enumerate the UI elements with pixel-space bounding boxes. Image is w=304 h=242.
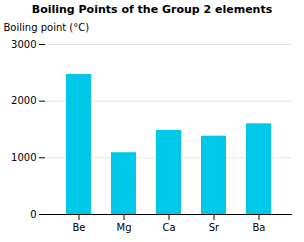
svg-text:3000: 3000	[11, 39, 36, 50]
svg-text:Mg: Mg	[117, 222, 132, 233]
svg-text:Ca: Ca	[162, 222, 175, 233]
svg-text:Be: Be	[72, 222, 85, 233]
svg-text:2000: 2000	[11, 95, 36, 106]
svg-text:1000: 1000	[11, 152, 36, 163]
svg-text:0: 0	[30, 209, 36, 220]
svg-text:Boiling point (°C): Boiling point (°C)	[4, 22, 90, 33]
svg-text:Sr: Sr	[209, 222, 220, 233]
svg-text:Ba: Ba	[253, 222, 266, 233]
html-text:Boiling Points of the Group 2: Boiling Points of the Group 2 elements	[31, 3, 273, 16]
